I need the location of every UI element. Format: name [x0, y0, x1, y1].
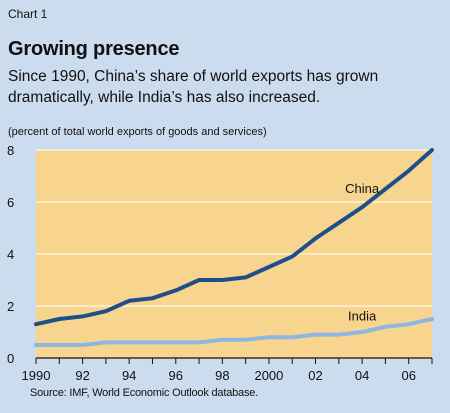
y-tick-label: 8: [7, 143, 14, 158]
x-tick-label: 96: [169, 368, 183, 383]
y-tick-label: 0: [7, 351, 14, 366]
y-tick-label: 6: [7, 195, 14, 210]
x-tick-label: 94: [122, 368, 136, 383]
series-line-china: [34, 148, 434, 327]
chart-number: Chart 1: [8, 7, 48, 21]
gridlines: [36, 149, 432, 359]
x-tick-label: 2000: [254, 368, 283, 383]
x-tick-label: 02: [308, 368, 322, 383]
chart-title: Growing presence: [8, 38, 180, 60]
x-tick-label: 06: [401, 368, 415, 383]
series-lines: [34, 148, 434, 347]
source-note: Source: IMF, World Economic Outlook data…: [30, 387, 259, 399]
x-axis-ticks: 1990 92 94 96 98 2000 02 04 06: [22, 358, 433, 383]
series-labels: China India: [345, 181, 380, 323]
series-line-india: [34, 317, 434, 347]
x-tick-label: 92: [75, 368, 89, 383]
y-tick-label: 2: [7, 299, 14, 314]
x-tick-label: 1990: [22, 368, 51, 383]
x-tick-label: 98: [215, 368, 229, 383]
y-axis-ticks: 0 2 4 6 8: [7, 143, 14, 366]
y-tick-label: 4: [7, 247, 14, 262]
series-label-china: China: [345, 181, 380, 196]
unit-label: (percent of total world exports of goods…: [8, 126, 267, 138]
chart-subtitle: Since 1990, China’s share of world expor…: [8, 68, 379, 106]
x-tick-label: 04: [355, 368, 369, 383]
series-label-india: India: [348, 308, 377, 323]
